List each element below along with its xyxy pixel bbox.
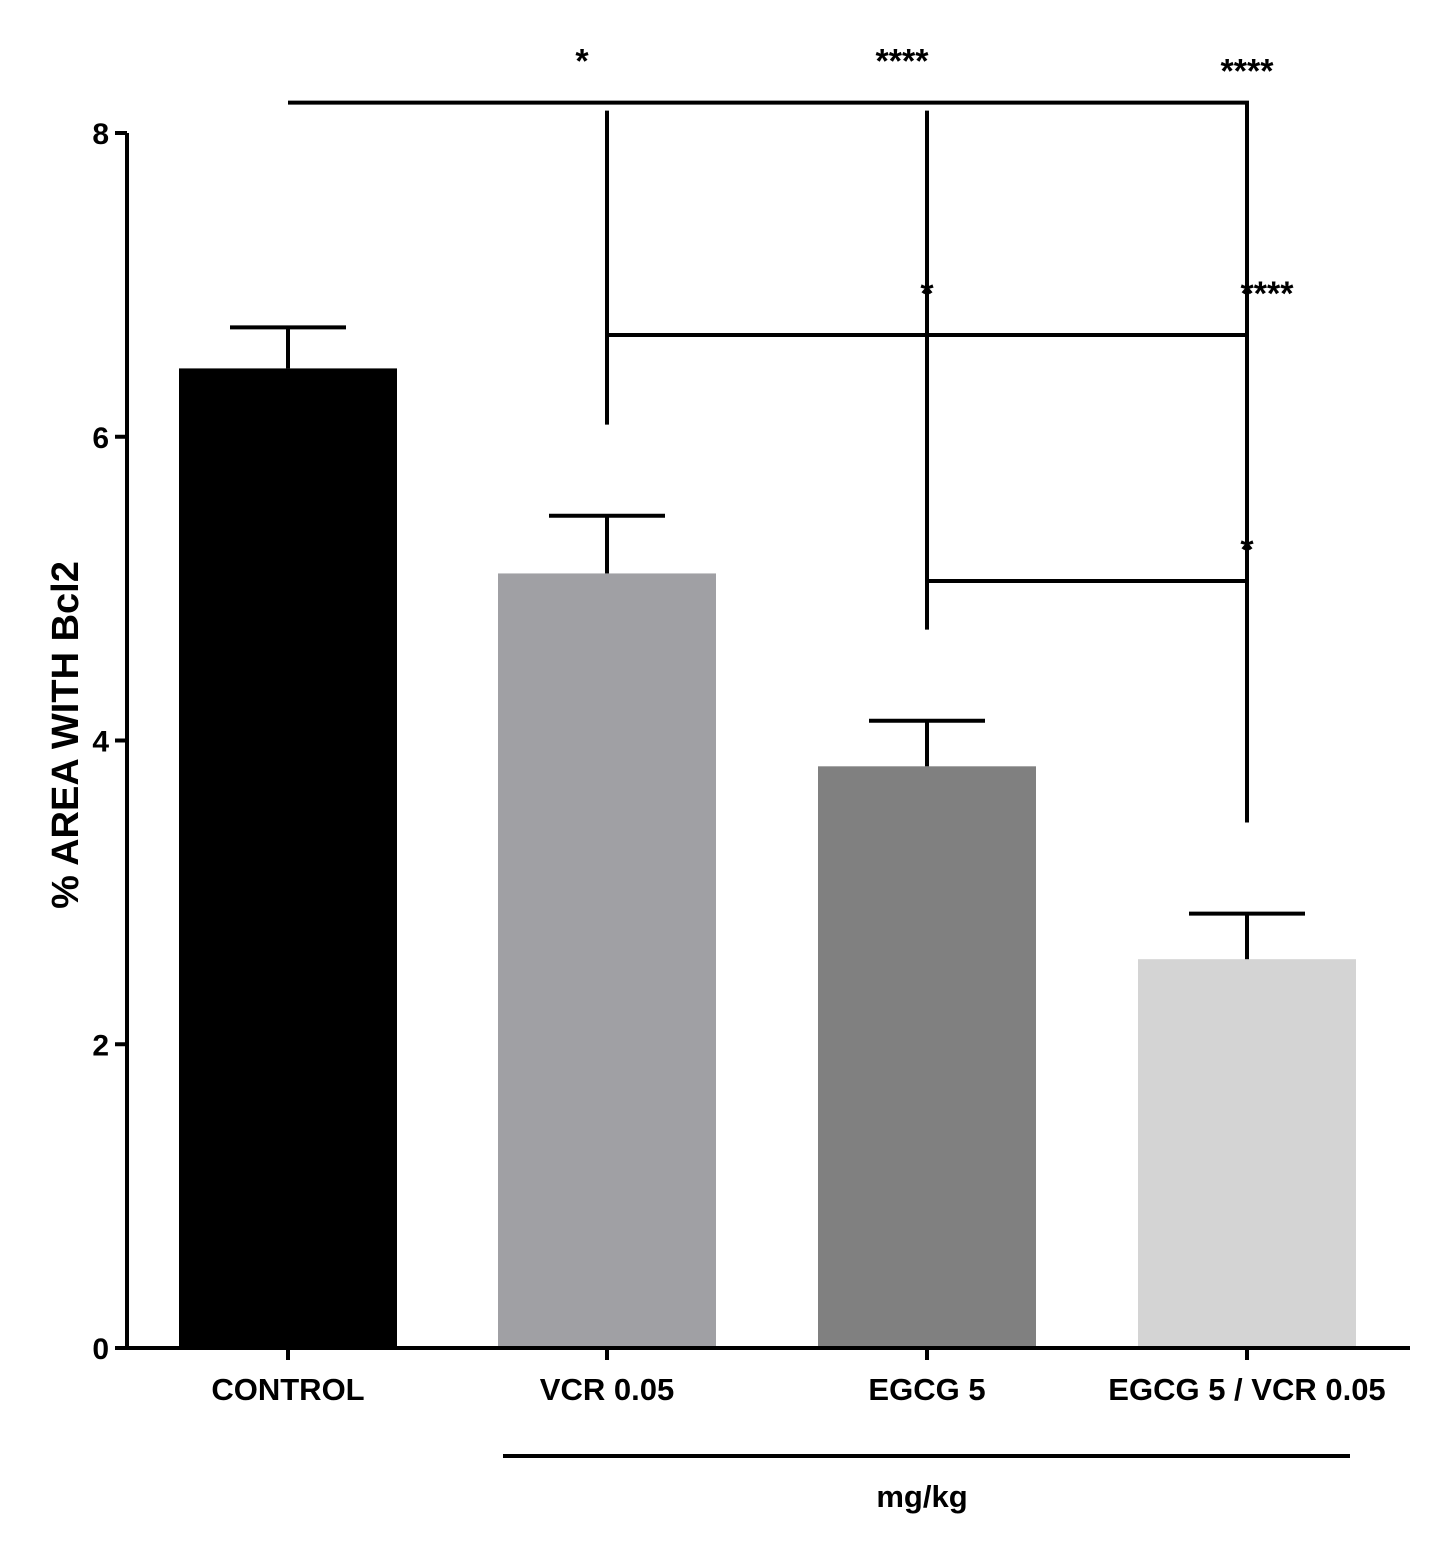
sig-label-0-0: * — [575, 43, 589, 81]
errorbars-layer — [230, 325, 1305, 960]
group-unit-label: mg/kg — [876, 1479, 967, 1514]
y-tick-label-3: 6 — [92, 422, 109, 455]
sig-label-0-2: **** — [1221, 53, 1275, 91]
bar-3 — [1138, 959, 1356, 1348]
sig-label-2-0: * — [1240, 531, 1254, 569]
y-tick-label-2: 4 — [92, 726, 109, 759]
bars-layer — [179, 368, 1356, 1348]
y-tick-label-0: 0 — [92, 1333, 109, 1366]
y-tick-label-4: 8 — [92, 118, 109, 151]
x-tick-label-3: EGCG 5 / VCR 0.05 — [1108, 1372, 1385, 1407]
x-tick-label-0: CONTROL — [211, 1372, 364, 1407]
y-axis: 0 2 4 6 8 — [92, 118, 129, 1366]
x-axis: CONTROL VCR 0.05 EGCG 5 EGCG 5 / VCR 0.05 — [125, 1346, 1410, 1407]
x-tick-label-2: EGCG 5 — [868, 1372, 985, 1407]
y-tick-label-1: 2 — [92, 1029, 109, 1062]
sig-label-0-1: **** — [876, 43, 930, 81]
x-tick-label-1: VCR 0.05 — [540, 1372, 674, 1407]
bar-1 — [498, 573, 716, 1348]
bar-2 — [818, 766, 1036, 1348]
sig-label-1-1: **** — [1241, 275, 1295, 313]
y-axis-title: % AREA WITH Bcl2 — [45, 561, 87, 909]
bar-0 — [179, 368, 397, 1348]
sig-label-1-0: * — [920, 275, 934, 313]
significance-layer: * **** ***** ***** — [288, 43, 1294, 823]
